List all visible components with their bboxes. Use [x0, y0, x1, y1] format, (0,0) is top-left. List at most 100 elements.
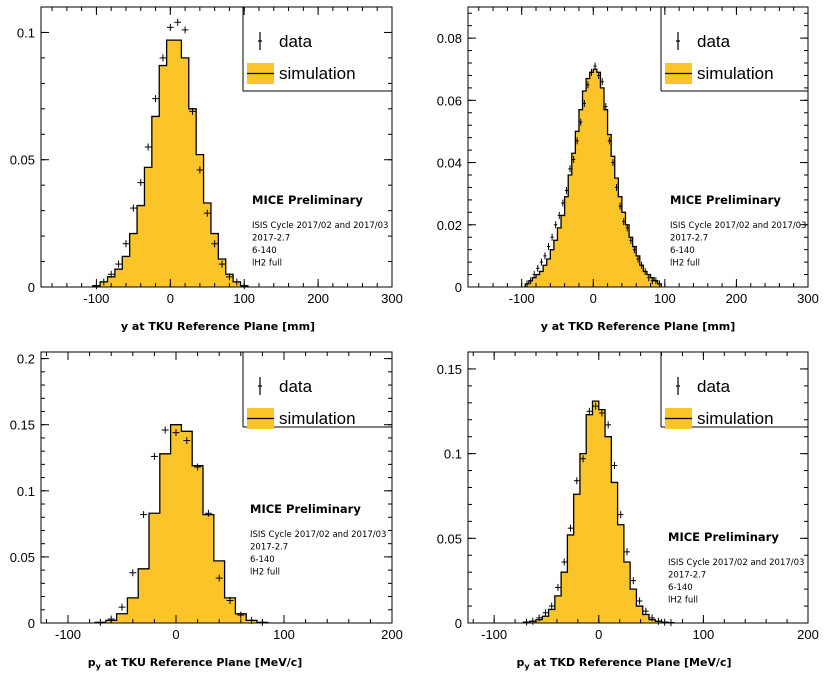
data-point	[546, 243, 551, 251]
x-tick-label: 0	[595, 627, 602, 642]
legend: data simulation	[660, 352, 808, 429]
data-point	[542, 609, 549, 617]
x-tick-label: 0	[172, 627, 179, 642]
annotation-line: ISIS Cycle 2017/02 and 2017/03	[252, 221, 388, 231]
annotation: MICE Preliminary ISIS Cycle 2017/02 and 2…	[668, 530, 804, 606]
data-point	[622, 218, 626, 226]
data-point	[174, 18, 182, 26]
data-point	[582, 99, 586, 107]
data-point	[571, 155, 576, 163]
data-point	[189, 107, 196, 115]
data-point	[226, 597, 234, 605]
annotation-line: ISIS Cycle 2017/02 and 2017/03	[670, 221, 806, 231]
y-axis: 0 0.05 0.1 0.15	[437, 351, 808, 631]
x-tick-label: -100	[55, 627, 81, 642]
y-tick-label: 0.06	[437, 93, 462, 108]
x-tick-label: -100	[83, 291, 109, 306]
annotation-line: lH2 full	[670, 259, 700, 269]
y-tick-label: 0.1	[444, 447, 462, 462]
annotation-line: 6-140	[668, 583, 693, 593]
data-point	[152, 95, 159, 103]
x-axis-label-rest: at TKD Reference Plane [MeV/c]	[530, 656, 732, 669]
data-point	[550, 233, 554, 241]
legend-simulation-label: simulation	[279, 409, 356, 428]
data-point	[592, 402, 599, 410]
x-tick-label: 100	[654, 291, 676, 306]
x-axis: -100 0 100 200	[472, 352, 819, 642]
data-point	[625, 224, 629, 232]
x-tick-label: -100	[481, 627, 507, 642]
y-tick-label: 0.15	[10, 418, 35, 433]
data-point	[532, 271, 536, 279]
y-tick-label: 0.2	[17, 352, 35, 367]
y-tick-label: 0	[455, 280, 462, 295]
data-point	[593, 62, 597, 70]
data-point	[636, 597, 643, 605]
x-axis-label-main: p	[516, 656, 524, 669]
data-point	[580, 455, 586, 463]
data-point	[100, 278, 108, 286]
data-point	[107, 270, 115, 278]
x-tick-label: 300	[797, 291, 819, 306]
x-axis: -100 0 100 200 300	[478, 7, 819, 306]
x-tick-label: 100	[273, 627, 295, 642]
simulation-fill	[525, 69, 662, 287]
data-point	[548, 602, 555, 610]
y-tick-label: 0	[28, 280, 35, 295]
data-point	[140, 511, 148, 519]
y-tick-label: 0.05	[10, 550, 35, 565]
x-tick-label: 200	[307, 291, 329, 306]
legend-simulation-label: simulation	[697, 64, 774, 83]
data-point	[586, 407, 593, 415]
data-point	[122, 240, 130, 248]
data-point	[159, 54, 167, 62]
y-tick-label: 0.1	[17, 484, 35, 499]
y-tick-label: 0	[455, 616, 462, 631]
data-point	[632, 246, 637, 254]
data-point	[647, 274, 651, 282]
chart-panel-1: data simulation MICE Preliminary ISIS Cycle…	[10, 6, 403, 333]
data-point	[586, 81, 590, 89]
annotation-line: 2017-2.7	[670, 234, 708, 244]
data-point	[196, 166, 204, 174]
chart-panel-2: data simulation MICE Preliminary ISIS Cycle…	[437, 6, 819, 333]
data-point	[204, 509, 212, 517]
annotation: MICE Preliminary ISIS Cycle 2017/02 and 2…	[670, 193, 806, 269]
y-tick-label: 0.15	[437, 362, 462, 377]
annotation-title: MICE Preliminary	[670, 193, 781, 207]
data-point	[557, 211, 561, 219]
y-axis: 0 0.02 0.04 0.06 0.08	[437, 12, 808, 295]
data-point	[536, 614, 542, 622]
simulation-outline	[524, 68, 662, 287]
annotation-line: ISIS Cycle 2017/02 and 2017/03	[668, 558, 804, 568]
y-tick-label: 0.08	[437, 31, 462, 46]
simulation-fill	[95, 424, 268, 623]
data-point	[523, 618, 530, 626]
data-point	[599, 409, 605, 417]
legend-simulation-label: simulation	[697, 409, 774, 428]
annotation-line: 6-140	[670, 246, 695, 256]
data-point	[183, 437, 191, 445]
data-point	[194, 463, 202, 471]
y-axis: 0 0.05 0.1	[10, 6, 392, 295]
data-point	[630, 577, 637, 585]
data-point	[218, 260, 226, 268]
x-tick-label: 100	[233, 291, 255, 306]
plot-frame	[40, 6, 393, 288]
simulation-fill	[523, 401, 675, 623]
plot-frame	[467, 6, 809, 288]
x-axis-label-main: y at TKU Reference Plane [mm]	[121, 320, 315, 333]
legend: data simulation	[242, 7, 392, 92]
data-point	[203, 209, 211, 217]
data-point	[211, 240, 218, 248]
data-point	[639, 261, 644, 269]
data-point	[657, 280, 662, 288]
x-axis-label-main: p	[88, 656, 96, 669]
data-point	[561, 558, 568, 566]
annotation-line: ISIS Cycle 2017/02 and 2017/03	[250, 530, 386, 540]
data-point	[617, 511, 624, 519]
y-tick-label: 0.1	[17, 25, 35, 40]
legend-data-label: data	[697, 377, 731, 396]
x-axis-label: py at TKD Reference Plane [MeV/c]	[516, 656, 731, 671]
x-axis-label-subscript: y	[96, 662, 102, 671]
